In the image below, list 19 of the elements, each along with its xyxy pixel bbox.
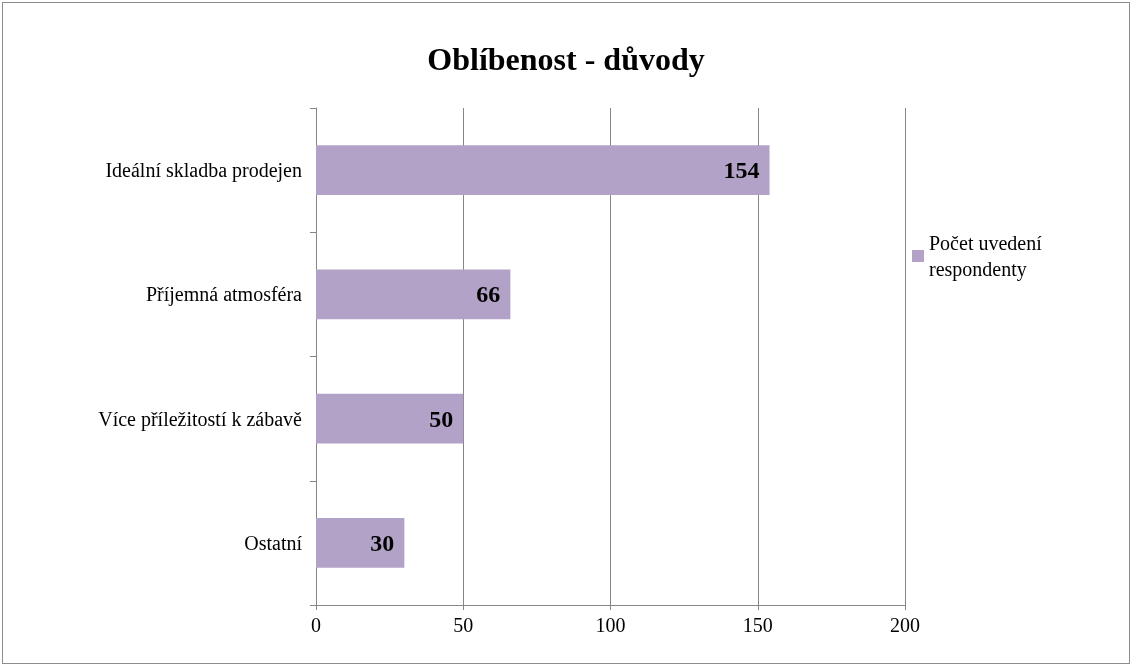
x-tick-label: 0 bbox=[311, 614, 321, 636]
bar bbox=[316, 145, 770, 195]
data-label: 66 bbox=[476, 281, 501, 308]
x-tick-label: 50 bbox=[453, 614, 474, 636]
bar bbox=[316, 518, 405, 568]
x-tick-label: 200 bbox=[890, 614, 920, 636]
legend-label: Počet uvedení respondenty bbox=[929, 232, 1047, 281]
x-tick-label: 150 bbox=[742, 614, 773, 636]
data-label: 30 bbox=[370, 529, 395, 556]
data-label: 154 bbox=[723, 157, 760, 184]
y-tick-label: Ostatní bbox=[244, 531, 303, 554]
y-tick-label: Příjemná atmosféra bbox=[145, 283, 303, 307]
x-tick-label: 100 bbox=[595, 614, 626, 636]
y-tick-label: Více příležitostí k zábavě bbox=[98, 407, 303, 431]
y-tick-label: Ideální skladba prodejen bbox=[105, 159, 302, 183]
bar bbox=[316, 269, 511, 320]
chart-title: Oblíbenost - důvody bbox=[427, 41, 705, 77]
data-label: 50 bbox=[429, 405, 454, 432]
bar bbox=[316, 393, 464, 444]
